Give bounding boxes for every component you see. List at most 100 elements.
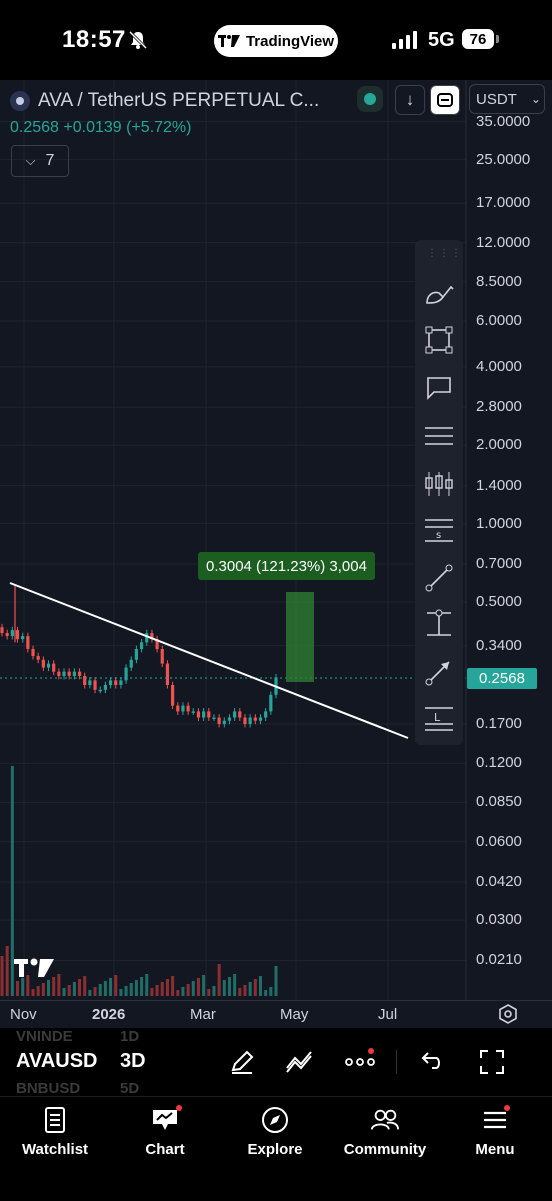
indicators-toggle-button[interactable]: ⌵ 7 [11,145,69,177]
candle-body [36,656,40,660]
ghost-ticker: VNINDE [16,1028,73,1045]
candle-body [181,705,185,712]
volume-bar [78,979,82,996]
clock: 18:57 [62,26,126,53]
chevron-down-icon: ⌄ [530,92,541,106]
more-dots-icon [345,1058,375,1066]
compare-button[interactable] [430,85,460,115]
nav-watchlist[interactable]: Watchlist [0,1097,110,1167]
callout-tool-button[interactable] [421,370,457,406]
nav-chart-label: Chart [145,1141,185,1158]
last-price: 0.2568 [10,119,59,136]
brush-tool-button[interactable] [421,276,457,312]
price-axis-label: 0.7000 [476,554,522,572]
measure-tool-button[interactable] [421,606,457,642]
volume-bar [31,989,35,996]
volume-bar [52,977,56,996]
volume-bar [238,988,242,996]
nav-chart[interactable]: Chart [110,1097,220,1167]
horizontal-lines-tool-button[interactable] [421,418,457,454]
candle-body [83,675,87,686]
interval-selector[interactable]: 3D [120,1050,146,1072]
nav-community[interactable]: Community [330,1097,440,1167]
symbol-title[interactable]: AVA / TetherUS PERPETUAL C... [38,90,320,111]
arrow-down-icon: ↓ [405,90,415,109]
price-axis-label: 1.4000 [476,476,522,494]
long-position-tool-button[interactable]: L [421,700,457,736]
trendline-tool-button[interactable] [421,560,457,596]
volume-bar [16,981,20,996]
time-axis[interactable]: Nov 2026 Mar May Jul [0,1000,552,1028]
candle-body [26,636,30,649]
volume-bar [181,987,185,996]
fullscreen-button[interactable] [476,1046,508,1078]
volume-bar [88,990,92,996]
candles [0,585,278,728]
candle-body [108,680,113,686]
candle-body [217,717,221,724]
volume-bar [10,766,14,996]
pencil-icon [231,1050,254,1074]
trend-line-icon [425,564,453,592]
market-status-icon[interactable] [357,86,383,112]
bottom-navigation[interactable]: Watchlist Chart Explore Community Menu [0,1096,552,1201]
candle-body [258,717,263,721]
chart-settings-icon[interactable] [498,1004,518,1028]
volume-bar [217,964,221,996]
price-chart[interactable] [0,80,552,1028]
rectangle-tool-button[interactable] [421,322,457,358]
tradingview-pill[interactable]: TradingView [214,25,338,57]
chart-grid [0,80,466,1000]
chart-area[interactable]: AVA / TetherUS PERPETUAL C... ↓ USDT ⌄ 0… [0,80,552,1028]
volume-bar [0,956,4,996]
chart-bottom-toolbar[interactable]: VNINDE 1D AVAUSD 3D BNBUSD 5D [0,1028,552,1097]
download-button[interactable]: ↓ [395,85,425,115]
drawing-toolbar[interactable]: ⋮⋮⋮ s L [415,240,463,745]
indicators-icon [286,1051,312,1073]
volume-bar [264,990,268,996]
drag-handle-icon[interactable]: ⋮⋮⋮ [427,248,463,259]
tradingview-logo-icon [217,35,240,47]
candle-body [191,711,195,713]
tradingview-pill-label: TradingView [245,32,335,50]
candle-body [5,633,9,637]
undo-button[interactable] [414,1046,446,1078]
candle-body [238,711,242,718]
nav-explore[interactable]: Explore [220,1097,330,1167]
volume-bar [227,977,231,996]
price-axis-label: 2.0000 [476,436,522,454]
indicators-button[interactable] [284,1046,316,1078]
change-value: +0.0139 (+5.72%) [63,119,192,136]
candle-body [248,717,252,724]
volume-bar [124,986,128,996]
candle-body [98,689,102,692]
nav-explore-label: Explore [247,1141,303,1158]
symbol-header[interactable]: AVA / TetherUS PERPETUAL C... [10,90,319,112]
candle-body [269,694,273,712]
nav-menu[interactable]: Menu [440,1097,550,1167]
volume-bar [129,983,133,996]
draw-button[interactable] [226,1046,258,1078]
chart-tab-icon [150,1105,180,1135]
currency-select[interactable]: USDT ⌄ [469,84,545,114]
ticker-selector[interactable]: AVAUSD [16,1050,98,1072]
candle-body [52,663,56,672]
volume-bar [72,982,76,996]
volume-bar [171,976,175,996]
arrow-tool-button[interactable] [421,654,457,690]
volume-bar [248,982,252,996]
candle-body [41,659,45,668]
candle-body [134,648,139,660]
volume-bar [243,985,247,996]
more-button[interactable] [344,1046,376,1078]
arrow-icon [425,661,450,686]
candle-body [0,627,4,634]
time-label: 2026 [92,1006,126,1023]
fib-tool-button[interactable]: s [421,512,457,548]
brush-icon [426,285,454,304]
volume-bars [0,766,278,996]
candles-tool-button[interactable] [421,466,457,502]
ghost-interval: 5D [120,1080,140,1097]
volume-bar [21,978,25,996]
network-type: 5G [428,29,455,51]
